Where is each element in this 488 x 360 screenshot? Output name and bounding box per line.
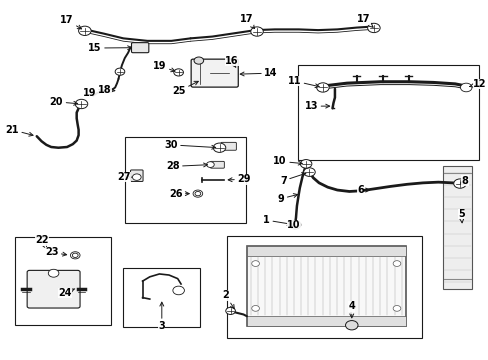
Text: 10: 10 [286, 220, 300, 230]
Circle shape [225, 307, 235, 315]
Text: 30: 30 [164, 140, 215, 150]
Text: 23: 23 [45, 247, 66, 257]
Bar [124, 137, 245, 223]
Bar [246, 316, 405, 325]
Text: 5: 5 [457, 209, 464, 223]
Text: 7: 7 [280, 173, 305, 186]
Circle shape [173, 69, 183, 76]
Text: 22: 22 [35, 235, 48, 248]
Circle shape [206, 162, 214, 167]
FancyBboxPatch shape [191, 59, 238, 87]
Circle shape [195, 192, 201, 196]
Text: 3: 3 [158, 302, 165, 331]
Text: 15: 15 [88, 43, 131, 53]
Circle shape [79, 26, 91, 36]
Text: 29: 29 [228, 174, 250, 184]
Circle shape [392, 306, 400, 311]
Circle shape [115, 68, 124, 75]
Text: 19: 19 [83, 88, 102, 98]
Bar [15, 237, 111, 325]
Text: 1: 1 [263, 215, 291, 225]
Text: 12: 12 [469, 79, 486, 89]
Circle shape [303, 168, 315, 176]
Text: 18: 18 [98, 85, 115, 95]
Text: 19: 19 [153, 61, 175, 72]
Text: 8: 8 [460, 176, 468, 186]
Text: 4: 4 [347, 301, 354, 318]
Circle shape [75, 99, 87, 109]
FancyBboxPatch shape [130, 170, 143, 181]
FancyBboxPatch shape [221, 142, 236, 150]
Text: 28: 28 [165, 161, 207, 171]
Circle shape [213, 143, 225, 152]
Text: 14: 14 [240, 68, 277, 78]
Text: 27: 27 [117, 172, 131, 182]
Circle shape [251, 261, 259, 266]
Circle shape [345, 320, 357, 330]
Circle shape [289, 221, 300, 229]
Circle shape [392, 261, 400, 266]
Circle shape [194, 57, 203, 64]
Circle shape [251, 306, 259, 311]
Circle shape [72, 253, 78, 257]
Bar [226, 235, 421, 338]
Text: 20: 20 [50, 97, 78, 107]
Bar [123, 268, 200, 327]
Circle shape [460, 83, 471, 92]
Circle shape [173, 286, 184, 295]
Circle shape [193, 190, 202, 197]
Circle shape [316, 83, 328, 92]
Bar [246, 246, 405, 326]
Text: 6: 6 [356, 185, 369, 195]
Text: 17: 17 [240, 14, 254, 28]
Text: 25: 25 [172, 81, 198, 96]
Text: 9: 9 [277, 194, 297, 204]
Circle shape [48, 269, 59, 277]
Text: 24: 24 [58, 288, 75, 298]
Circle shape [250, 27, 263, 36]
Text: 13: 13 [304, 101, 329, 111]
Text: 26: 26 [169, 189, 189, 199]
Bar [442, 166, 471, 289]
Circle shape [300, 159, 311, 168]
Circle shape [367, 23, 379, 33]
Text: 16: 16 [224, 56, 238, 67]
Text: 10: 10 [273, 156, 302, 166]
Circle shape [453, 179, 465, 188]
FancyBboxPatch shape [27, 270, 80, 308]
Bar [246, 246, 405, 256]
Text: 21: 21 [5, 125, 33, 136]
Circle shape [70, 252, 80, 259]
Circle shape [132, 174, 141, 180]
Text: 2: 2 [222, 291, 234, 309]
FancyBboxPatch shape [210, 161, 224, 168]
FancyBboxPatch shape [131, 42, 148, 53]
Text: 17: 17 [60, 15, 81, 29]
Text: 17: 17 [356, 14, 372, 27]
Text: 11: 11 [287, 76, 319, 87]
Bar [297, 65, 478, 160]
